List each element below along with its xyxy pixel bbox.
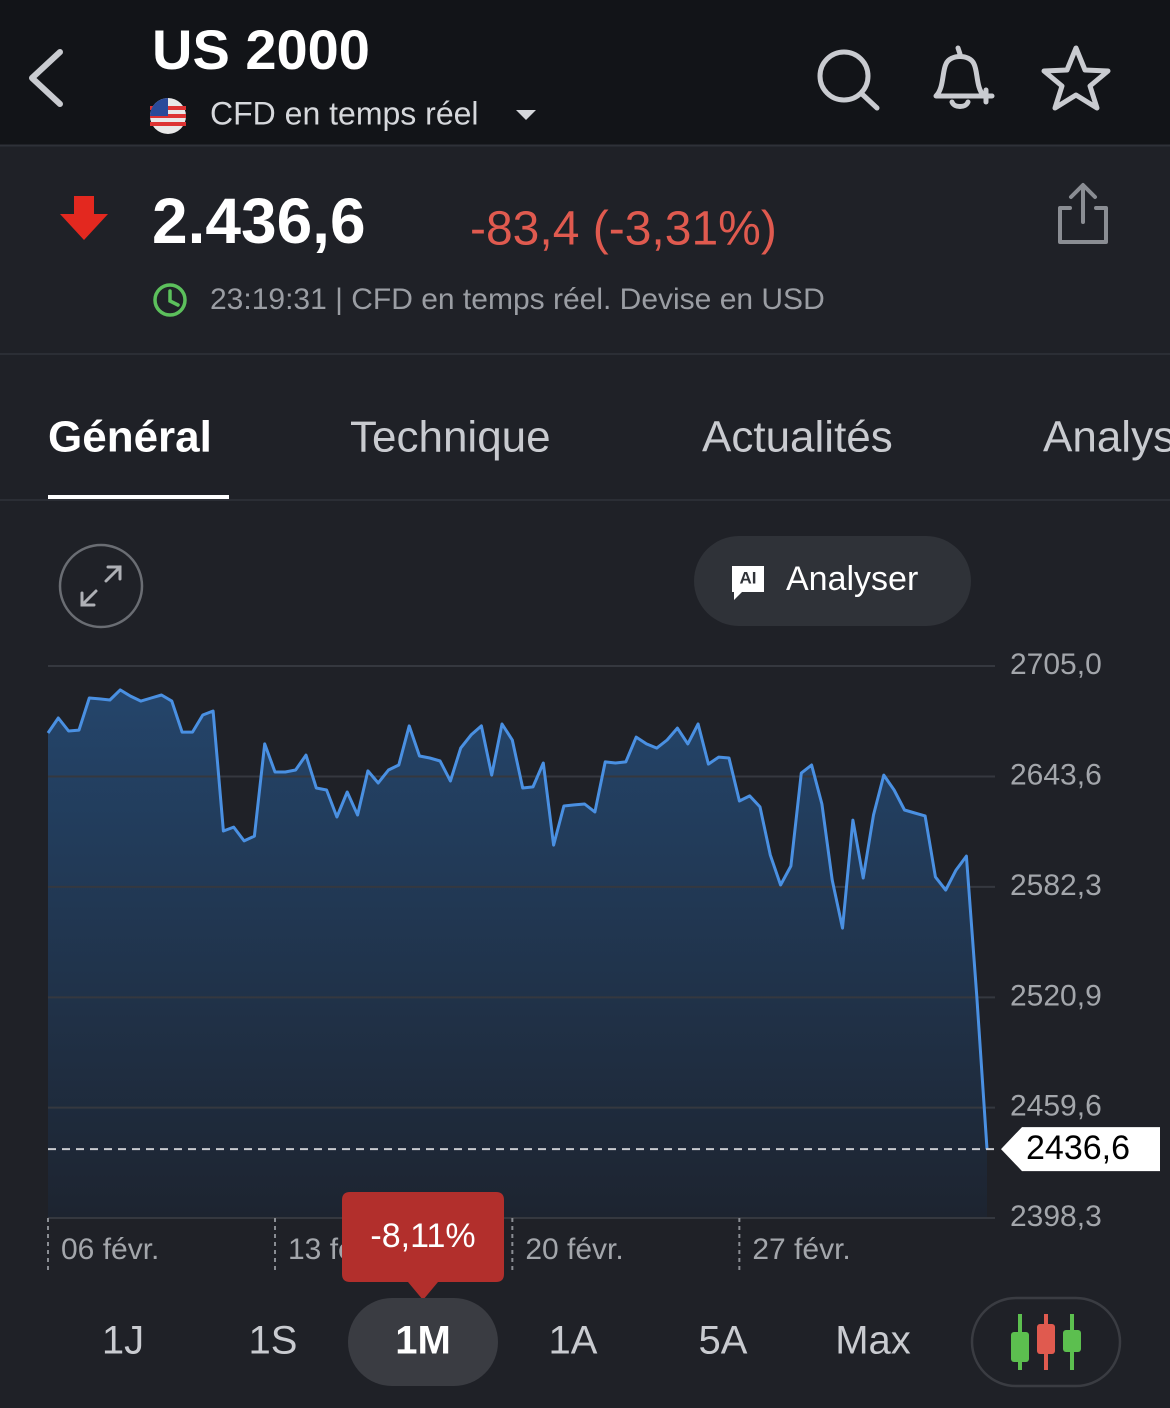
tab[interactable]: Technique [350,413,551,462]
ai-badge [732,566,764,600]
down-arrow [60,196,108,240]
back-button[interactable] [29,49,63,107]
tab[interactable]: Analyse [1043,413,1170,462]
analyse-label[interactable]: Analyser [786,560,918,598]
price: 2.436,6 [152,185,366,257]
favorite-icon[interactable] [1041,45,1111,111]
dropdown-caret[interactable] [516,110,536,120]
tab[interactable]: Général [48,413,212,462]
last-price-label: 2436,6 [1026,1129,1130,1167]
change-tooltip-label: -8,11% [370,1217,475,1255]
chart-style-button[interactable] [970,1296,1122,1388]
period-button[interactable]: 1J [102,1319,144,1363]
y-tick-label: 2643,6 [1010,758,1102,791]
price-change: -83,4 (-3,31%) [470,203,777,256]
y-tick-label: 2520,9 [1010,979,1102,1012]
quote-info: 23:19:31 | CFD en temps réel. Devise en … [210,283,825,316]
clock-icon [153,283,187,317]
share-icon[interactable] [1058,183,1108,244]
expand-button[interactable] [58,543,144,629]
tab-indicator [48,495,229,501]
analyse-button[interactable] [694,536,971,626]
period-button[interactable]: 1M [395,1319,451,1363]
alert-icon[interactable] [933,45,995,109]
ai-badge-text: AI [740,568,757,587]
tabs: Général Technique Actualités Analyse [48,413,1170,462]
search-icon[interactable] [817,49,880,111]
period-selector: 1J 1S 1M 1A 5A Max [102,1319,911,1363]
us-flag [150,98,186,134]
y-tick-label: 2459,6 [1010,1090,1102,1123]
period-button[interactable]: 1S [249,1319,298,1363]
change-tooltip [342,1192,504,1300]
subtitle[interactable]: CFD en temps réel [210,95,479,131]
y-tick-label: 2398,3 [1010,1200,1102,1233]
tab[interactable]: Actualités [702,413,893,462]
x-tick-label: 27 févr. [752,1233,850,1266]
chart: 2705,0 2643,6 2582,3 2520,9 2459,6 2398,3 06 f… [46,648,1160,1300]
period-button[interactable]: 1A [549,1319,598,1363]
y-tick-label: 2582,3 [1010,869,1102,902]
last-price-box [1001,1127,1160,1172]
x-tick-label: 20 févr. [525,1233,623,1266]
period-button[interactable]: Max [835,1319,911,1363]
period-button[interactable]: 5A [699,1319,748,1363]
x-tick-label: 06 févr. [61,1233,159,1266]
price-line [46,688,989,1150]
y-tick-label: 2705,0 [1010,648,1102,681]
period-active [348,1298,498,1386]
instrument-title: US 2000 [152,18,370,81]
area-fill [48,689,987,1218]
